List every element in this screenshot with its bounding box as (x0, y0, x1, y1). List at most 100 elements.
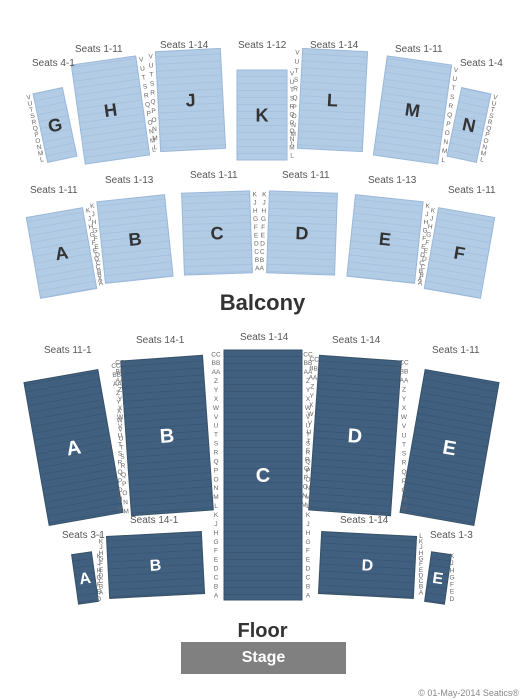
balcony-lower-section-C[interactable]: CKJHGFEDCBA (182, 191, 261, 276)
svg-text:B: B (255, 257, 260, 264)
floor-lower-section-D[interactable]: D (318, 532, 416, 599)
stage-text: Stage (242, 649, 286, 667)
balcony-lower-section-E[interactable]: EKJHGFEDCBA (347, 195, 431, 284)
svg-text:A: A (419, 589, 424, 596)
svg-text:E: E (214, 557, 219, 564)
seats-label: Seats 11-1 (44, 345, 92, 356)
svg-text:X: X (118, 405, 123, 412)
svg-text:CC: CC (303, 351, 313, 358)
svg-text:J: J (450, 560, 453, 567)
floor-label: Floor (0, 620, 525, 643)
balcony-lower-section-B[interactable]: BKJHGFEDCBA (89, 195, 173, 284)
floor-upper-section-B[interactable]: BCCBBAAZYXWVUTSRQPONM (111, 355, 213, 516)
svg-text:E: E (97, 589, 102, 596)
svg-text:P: P (446, 121, 451, 129)
svg-text:T: T (141, 74, 146, 81)
svg-text:H: H (253, 208, 258, 215)
svg-text:U: U (294, 58, 299, 65)
svg-text:D: D (306, 566, 311, 573)
svg-text:N: N (123, 499, 128, 506)
svg-text:K: K (214, 512, 219, 519)
svg-text:F: F (214, 548, 218, 555)
svg-text:A: A (306, 592, 311, 599)
floor-upper-section-E[interactable]: E (400, 370, 499, 526)
svg-text:K: K (252, 191, 257, 198)
svg-text:S: S (306, 441, 311, 448)
svg-text:W: W (401, 414, 408, 421)
svg-text:R: R (150, 90, 155, 97)
svg-text:C: C (210, 223, 224, 243)
svg-text:B: B (149, 557, 161, 575)
svg-text:U: U (402, 432, 407, 439)
svg-text:S: S (150, 80, 155, 87)
svg-text:Y: Y (402, 396, 407, 403)
floor-lower-section-E[interactable]: E (425, 552, 452, 604)
svg-text:AA: AA (304, 369, 313, 376)
seats-label: Seats 1-14 (160, 40, 208, 51)
svg-text:BB: BB (304, 360, 313, 367)
floor-lower-section-A[interactable]: A (72, 552, 99, 604)
floor-lower-section-B[interactable]: B (106, 532, 204, 599)
svg-text:T: T (149, 71, 153, 78)
svg-text:B: B (97, 268, 102, 275)
balcony-upper-section-H[interactable]: HVUTSRQPONML (71, 55, 157, 164)
svg-text:S: S (118, 451, 123, 458)
svg-text:S: S (143, 83, 149, 91)
svg-text:C: C (214, 574, 219, 581)
svg-text:Q: Q (213, 458, 218, 465)
svg-text:H: H (427, 223, 433, 231)
svg-text:L: L (214, 503, 218, 510)
floor-upper-section-D[interactable]: DCCBBAAZYXWVUTSRQPONM (299, 355, 401, 516)
svg-text:X: X (402, 405, 407, 412)
svg-text:F: F (93, 235, 98, 242)
seats-label: Seats 4-1 (32, 58, 75, 69)
balcony-upper-section-J[interactable]: JVUTSRQPONML (148, 48, 226, 152)
svg-text:A: A (259, 265, 264, 272)
copyright: © 01-May-2014 Seatics® (418, 688, 519, 698)
svg-text:H: H (214, 530, 219, 537)
svg-text:Z: Z (118, 387, 122, 394)
svg-text:Z: Z (402, 387, 406, 394)
svg-text:U: U (306, 423, 311, 430)
svg-text:M: M (441, 148, 447, 156)
svg-text:F: F (306, 548, 310, 555)
seats-label: Seats 14-1 (136, 335, 184, 346)
balcony-upper-section-K[interactable]: KVUTSRQPONML (237, 70, 295, 160)
svg-text:Z: Z (214, 378, 218, 385)
svg-text:M: M (290, 131, 296, 138)
svg-text:H: H (450, 567, 455, 574)
svg-text:K: K (97, 553, 102, 560)
svg-text:AA: AA (400, 378, 409, 385)
svg-text:B: B (159, 425, 175, 448)
svg-text:C: C (306, 574, 311, 581)
svg-text:J: J (185, 90, 196, 110)
svg-text:L: L (153, 144, 157, 151)
floor-upper-section-A[interactable]: A (24, 370, 123, 526)
svg-text:Z: Z (306, 378, 310, 385)
svg-text:E: E (261, 232, 266, 239)
svg-text:O: O (151, 117, 156, 124)
svg-text:O: O (305, 476, 310, 483)
balcony-upper-section-M[interactable]: MVUTSRQPONML (373, 56, 459, 165)
svg-text:Q: Q (117, 469, 122, 476)
svg-text:K: K (425, 203, 431, 210)
balcony-label: Balcony (0, 290, 525, 316)
floor-upper-section-C[interactable]: C (224, 350, 302, 600)
balcony-upper-section-G[interactable]: GVUTSRQPONML (25, 87, 77, 164)
svg-text:Q: Q (292, 95, 297, 102)
balcony-lower-section-D[interactable]: DKJHGFEDCBA (259, 191, 337, 276)
svg-text:J: J (214, 521, 217, 528)
svg-text:U: U (214, 423, 219, 430)
svg-text:V: V (453, 67, 459, 75)
svg-text:G: G (92, 227, 98, 234)
svg-text:F: F (97, 582, 101, 589)
svg-text:C: C (96, 260, 102, 267)
svg-text:J: J (253, 200, 256, 207)
svg-text:Q: Q (447, 112, 453, 120)
balcony-upper-section-N[interactable]: NVUTSRQPONML (447, 87, 499, 164)
svg-text:D: D (254, 240, 259, 247)
seats-label: Seats 1-13 (368, 175, 416, 186)
svg-text:J: J (262, 200, 265, 207)
svg-text:J: J (306, 521, 309, 528)
balcony-upper-section-L[interactable]: LVUTSRQPONML (290, 48, 368, 152)
